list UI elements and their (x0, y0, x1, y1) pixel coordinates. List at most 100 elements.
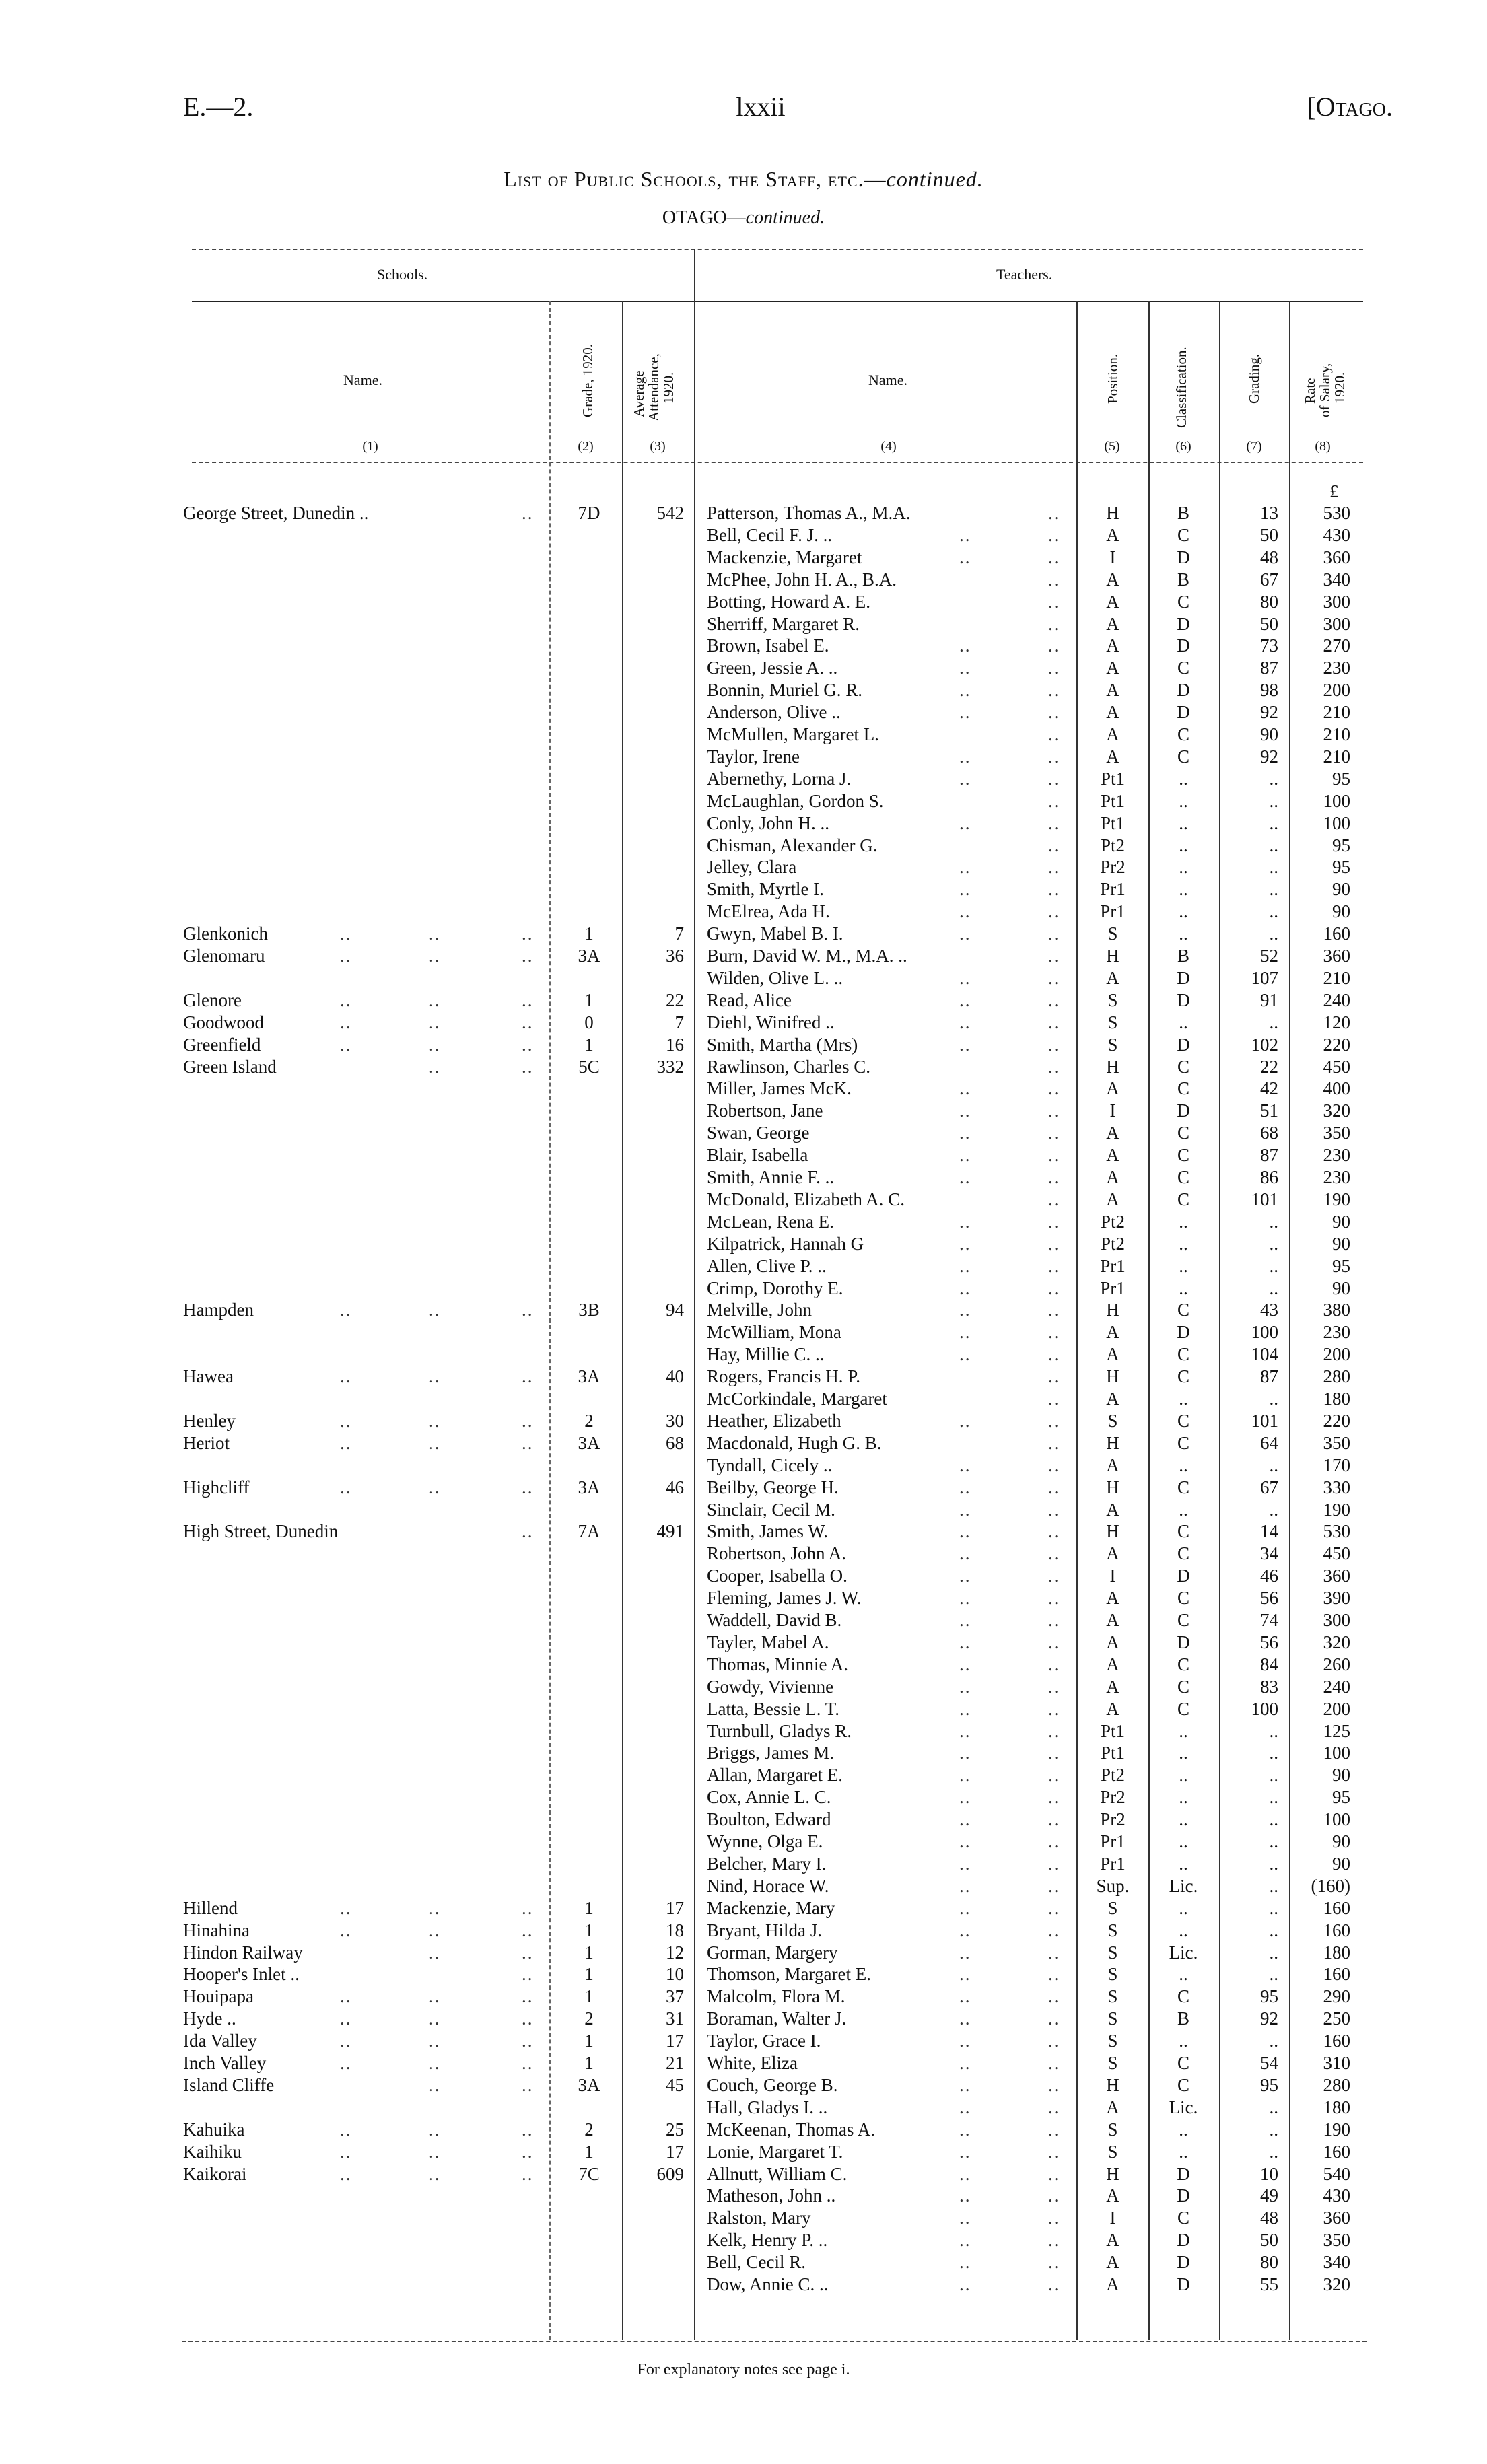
teacher-position: A (1106, 702, 1119, 723)
leader-dots: .. (429, 1410, 441, 1431)
leader-dots: .. (1048, 569, 1060, 590)
teacher-salary: 250 (1323, 2008, 1351, 2029)
teacher-name: Abernethy, Lorna J. (707, 768, 852, 789)
teacher-grading: .. (1269, 857, 1279, 878)
teacher-classification: .. (1179, 1255, 1188, 1276)
teacher-salary: 320 (1323, 1100, 1351, 1121)
teacher-classification: .. (1179, 1454, 1188, 1475)
leader-dots: .. (959, 658, 971, 678)
teacher-salary: 350 (1323, 2230, 1351, 2251)
teacher-position: A (1106, 2097, 1119, 2117)
teacher-classification: D (1177, 967, 1190, 988)
teacher-grading: .. (1269, 2119, 1279, 2140)
teacher-position: Pr1 (1100, 1853, 1126, 1874)
teacher-position: I (1109, 1100, 1116, 1121)
teacher-position: S (1107, 2141, 1118, 2162)
leader-dots: .. (1048, 812, 1060, 833)
currency-symbol: £ (1329, 481, 1339, 501)
teacher-salary: 350 (1323, 1123, 1351, 1143)
teacher-classification: .. (1179, 1765, 1188, 1786)
teacher-salary: 340 (1323, 569, 1351, 590)
leader-dots: .. (522, 923, 534, 944)
school-grade: 3A (578, 1366, 600, 1387)
teacher-salary: 530 (1323, 1521, 1351, 1542)
teacher-grading: 50 (1260, 524, 1278, 545)
teacher-salary: 540 (1323, 2163, 1351, 2184)
teacher-name: Matheson, John .. (707, 2185, 836, 2206)
leader-dots: .. (340, 2031, 352, 2051)
teacher-position: A (1106, 1167, 1119, 1187)
region-label: [Otago. (1307, 92, 1393, 122)
school-grade: 3A (578, 1432, 600, 1453)
teacher-grading: 64 (1260, 1432, 1278, 1453)
teacher-name: Green, Jessie A. .. (707, 658, 838, 678)
teacher-name: Boraman, Walter J. (707, 2008, 847, 2029)
teacher-classification: C (1177, 524, 1189, 545)
teacher-grading: .. (1269, 1454, 1279, 1475)
leader-dots: .. (959, 901, 971, 922)
leader-dots: .. (959, 857, 971, 878)
teacher-position: A (1106, 680, 1119, 701)
column-number: (8) (1315, 439, 1331, 454)
teacher-position: S (1107, 2119, 1118, 2140)
teacher-salary: 100 (1323, 1743, 1351, 1763)
teacher-name: McElrea, Ada H. (707, 901, 830, 922)
leader-dots: .. (429, 2141, 441, 2162)
leader-dots: .. (1048, 1743, 1060, 1763)
school-attendance: 40 (666, 1366, 684, 1387)
teacher-salary: 350 (1323, 1432, 1351, 1453)
header-attendance: Average (631, 370, 647, 417)
leader-dots: .. (1048, 680, 1060, 701)
leader-dots: .. (1048, 1255, 1060, 1276)
footnote: For explanatory notes see page i. (637, 2361, 850, 2379)
column-divider (622, 301, 623, 2340)
teacher-grading: .. (1269, 1853, 1279, 1874)
leader-dots: .. (959, 635, 971, 656)
leader-dots: .. (1048, 1410, 1060, 1431)
school-name: Glenkonich (183, 923, 268, 944)
leader-dots: .. (959, 768, 971, 789)
teacher-position: A (1106, 658, 1119, 678)
teacher-grading: .. (1269, 2031, 1279, 2051)
column-divider (549, 301, 551, 2340)
leader-dots: .. (959, 1410, 971, 1431)
leader-dots: .. (522, 503, 534, 523)
teacher-name: Waddell, David B. (707, 1610, 842, 1630)
teacher-classification: C (1177, 1698, 1189, 1719)
school-grade: 1 (584, 1034, 594, 1055)
leader-dots: .. (959, 524, 971, 545)
school-attendance: 94 (666, 1300, 684, 1321)
leader-dots: .. (1048, 879, 1060, 900)
teacher-name: Fleming, James J. W. (707, 1588, 862, 1609)
teacher-classification: .. (1179, 1897, 1188, 1918)
school-grade: 3A (578, 2074, 600, 2095)
leader-dots: .. (1048, 2163, 1060, 2184)
leader-dots: .. (959, 547, 971, 567)
teacher-name: Boulton, Edward (707, 1809, 831, 1830)
leader-dots: .. (959, 1454, 971, 1475)
school-grade: 1 (584, 1920, 594, 1940)
table-top-rule (192, 249, 1363, 250)
teacher-salary: 210 (1323, 746, 1351, 767)
teacher-grading: 52 (1260, 946, 1278, 966)
leader-dots: .. (1048, 1809, 1060, 1830)
teacher-classification: .. (1179, 1720, 1188, 1741)
school-attendance: 12 (666, 1942, 684, 1963)
teacher-position: A (1106, 1123, 1119, 1143)
leader-dots: .. (959, 2097, 971, 2117)
leader-dots: .. (1048, 1698, 1060, 1719)
teacher-classification: D (1177, 2252, 1190, 2273)
teacher-classification: C (1177, 1167, 1189, 1187)
leader-dots: .. (1048, 2274, 1060, 2294)
teacher-salary: 90 (1332, 1233, 1350, 1254)
teacher-name: McWilliam, Mona (707, 1322, 841, 1343)
leader-dots: .. (1048, 2141, 1060, 2162)
teacher-grading: .. (1269, 901, 1279, 922)
teacher-position: I (1109, 2208, 1116, 2228)
school-grade: 1 (584, 923, 594, 944)
teacher-position: A (1106, 1631, 1119, 1652)
teacher-position: S (1107, 989, 1118, 1010)
school-grade: 1 (584, 1964, 594, 1985)
teacher-classification: C (1177, 1676, 1189, 1697)
leader-dots: .. (959, 923, 971, 944)
